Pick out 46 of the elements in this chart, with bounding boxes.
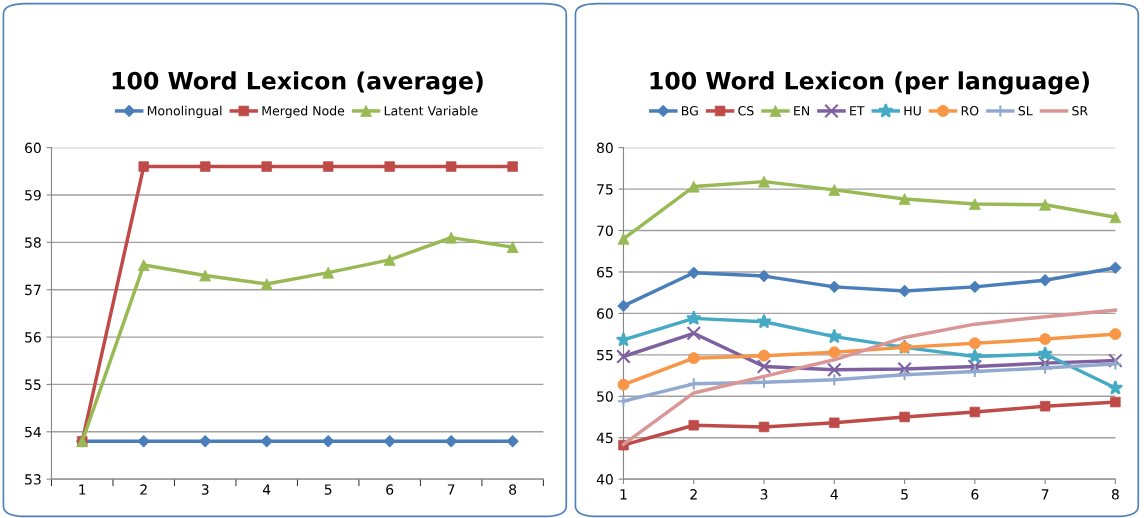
x-tick-label: 1 <box>620 489 627 500</box>
x-tick-label: 8 <box>1111 489 1119 500</box>
y-tick-label: 50 <box>597 391 613 402</box>
legend-label: Latent Variable <box>384 105 478 116</box>
y-tick-label: 57 <box>25 284 41 296</box>
x-tick-label: 3 <box>201 484 209 495</box>
legend-label: RO <box>961 106 979 116</box>
y-tick-label: 55 <box>25 379 41 390</box>
y-tick-label: 40 <box>596 474 613 485</box>
y-tick-label: 60 <box>25 142 41 154</box>
y-tick-label: 45 <box>596 432 613 444</box>
y-tick-label: 53 <box>25 474 41 485</box>
x-tick-label: 5 <box>901 489 908 500</box>
legend-label: HU <box>904 106 921 116</box>
y-tick-label: 56 <box>25 332 41 343</box>
chart-title: 100 Word Lexicon (per language) <box>650 71 1089 95</box>
x-tick-label: 7 <box>447 484 455 495</box>
chart-title: 100 Word Lexicon (average) <box>112 71 483 95</box>
legend-label: BG <box>682 106 698 116</box>
x-tick-label: 2 <box>690 489 697 500</box>
y-tick-label: 55 <box>597 349 613 361</box>
x-tick-label: 8 <box>509 484 517 495</box>
legend-label: EN <box>794 106 809 116</box>
x-tick-label: 4 <box>262 484 271 495</box>
y-tick-label: 60 <box>597 308 613 319</box>
legend-label: Monolingual <box>147 105 222 118</box>
x-tick-label: 1 <box>79 484 86 495</box>
y-tick-label: 70 <box>597 225 613 236</box>
y-tick-label: 65 <box>597 266 613 278</box>
x-tick-label: 6 <box>386 484 394 495</box>
x-tick-label: 3 <box>760 489 768 500</box>
legend-label: CS <box>738 106 754 116</box>
y-tick-label: 75 <box>597 184 613 195</box>
legend-label: SR <box>1072 106 1088 116</box>
x-tick-label: 2 <box>140 484 147 495</box>
legend-label: SL <box>1018 106 1033 116</box>
legend-label: ET <box>850 106 865 116</box>
x-tick-label: 4 <box>830 489 838 500</box>
legend-label: Merged Node <box>262 105 345 118</box>
y-tick-label: 58 <box>25 237 41 248</box>
x-tick-label: 7 <box>1041 489 1049 500</box>
y-tick-label: 80 <box>597 142 613 154</box>
y-tick-label: 54 <box>25 426 41 438</box>
y-tick-label: 59 <box>25 189 41 201</box>
x-tick-label: 5 <box>324 484 332 495</box>
x-tick-label: 6 <box>971 489 979 500</box>
